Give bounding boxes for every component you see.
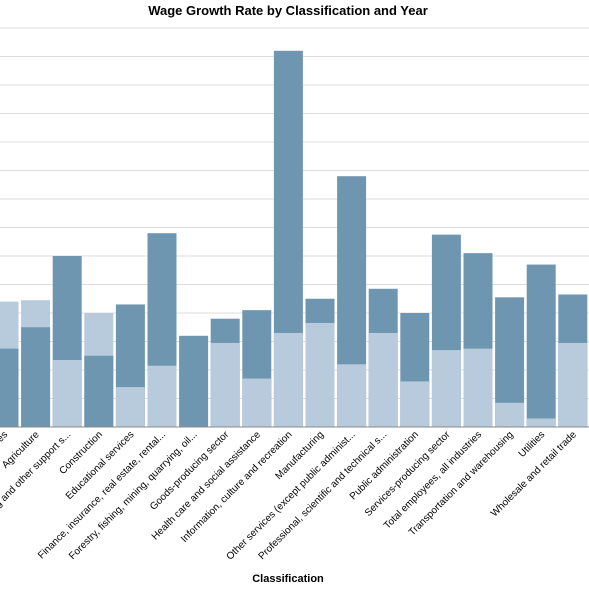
bar <box>400 381 430 427</box>
bar <box>0 348 19 427</box>
bar <box>431 350 461 427</box>
x-tick-label: es <box>0 429 10 444</box>
bar <box>210 342 240 427</box>
bar <box>52 360 82 427</box>
bars <box>0 50 588 428</box>
bar <box>305 322 335 427</box>
bar <box>84 355 114 427</box>
bar <box>463 348 493 427</box>
bar <box>558 342 588 427</box>
bar <box>242 378 272 427</box>
bar <box>21 327 51 427</box>
chart-title: Wage Growth Rate by Classification and Y… <box>148 3 428 18</box>
bar <box>273 332 303 427</box>
bar <box>179 335 209 427</box>
bar <box>337 364 367 427</box>
bar <box>526 264 556 427</box>
bar <box>115 387 145 427</box>
x-tick-label: Utilities <box>517 429 548 460</box>
bar <box>526 418 556 427</box>
bar <box>495 402 525 427</box>
bar <box>147 365 177 427</box>
bar <box>368 332 398 427</box>
x-axis-title: Classification <box>252 573 324 585</box>
